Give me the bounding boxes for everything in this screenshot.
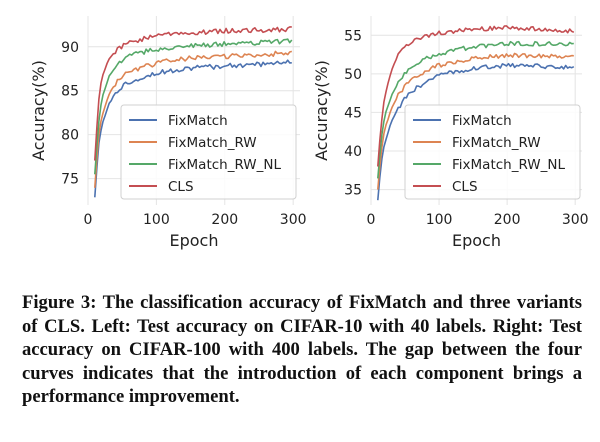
x-tick-label: 100 <box>426 212 453 228</box>
legend-label: FixMatch_RW <box>452 135 541 151</box>
y-axis-label: Accuracy(%) <box>29 60 48 161</box>
series-line-fixmatch-rw <box>94 50 293 188</box>
y-tick-label: 45 <box>344 105 362 121</box>
x-axis-label: Epoch <box>452 231 501 250</box>
series-line-fixmatch <box>94 59 292 198</box>
y-axis-label: Accuracy(%) <box>312 60 331 161</box>
y-tick-label: 55 <box>344 28 362 44</box>
legend-label: FixMatch <box>452 113 512 129</box>
legend-label: CLS <box>168 179 194 195</box>
x-tick-label: 300 <box>562 212 589 228</box>
x-tick-label: 100 <box>143 212 170 228</box>
legend-label: FixMatch_RW_NL <box>168 157 281 173</box>
figure: 0 100 200 300 75 80 85 90 Epoch Accuracy(%) FixMat… <box>29 16 589 250</box>
x-tick-label: 200 <box>211 212 238 228</box>
x-tick-label: 200 <box>494 212 521 228</box>
series-line-fixmatch-rw-nl <box>94 38 293 175</box>
y-tick-label: 85 <box>61 84 79 100</box>
chart-panel-left: 0 100 200 300 75 80 85 90 Epoch Accuracy(%) FixMat… <box>29 16 307 250</box>
y-tick-label: 50 <box>344 67 362 83</box>
legend-label: FixMatch <box>168 113 228 129</box>
y-tick-label: 40 <box>344 144 362 160</box>
series-line-cls <box>377 25 575 167</box>
legend: FixMatch FixMatch_RW FixMatch_RW_NL CLS <box>404 104 581 200</box>
legend-box <box>404 104 581 200</box>
x-tick-label: 300 <box>280 212 307 228</box>
chart-panel-right: 0 100 200 300 35 40 45 50 55 Epoch Accuracy(%) FixM… <box>312 16 589 250</box>
x-axis-label: Epoch <box>170 231 219 250</box>
y-tick-label: 80 <box>61 128 79 144</box>
series-line-fixmatch-rw <box>377 52 574 190</box>
series-line-cls <box>94 26 292 161</box>
y-tick-label: 90 <box>61 40 79 56</box>
legend: FixMatch FixMatch_RW FixMatch_RW_NL CLS <box>120 104 297 200</box>
y-tick-label: 35 <box>344 183 362 199</box>
figure-caption: Figure 3: The classification accuracy of… <box>22 292 582 408</box>
legend-label: CLS <box>452 179 478 195</box>
series-line-fixmatch <box>377 62 575 201</box>
legend-label: FixMatch_RW_NL <box>452 157 565 173</box>
legend-label: FixMatch_RW <box>168 135 257 151</box>
series-line-fixmatch-rw-nl <box>377 40 574 179</box>
charts-canvas: 0 100 200 300 75 80 85 90 Epoch Accuracy(%) FixMat… <box>29 16 589 250</box>
y-tick-label: 75 <box>61 172 79 188</box>
x-tick-label: 0 <box>84 212 93 228</box>
x-tick-label: 0 <box>367 212 376 228</box>
legend-box <box>120 104 297 200</box>
